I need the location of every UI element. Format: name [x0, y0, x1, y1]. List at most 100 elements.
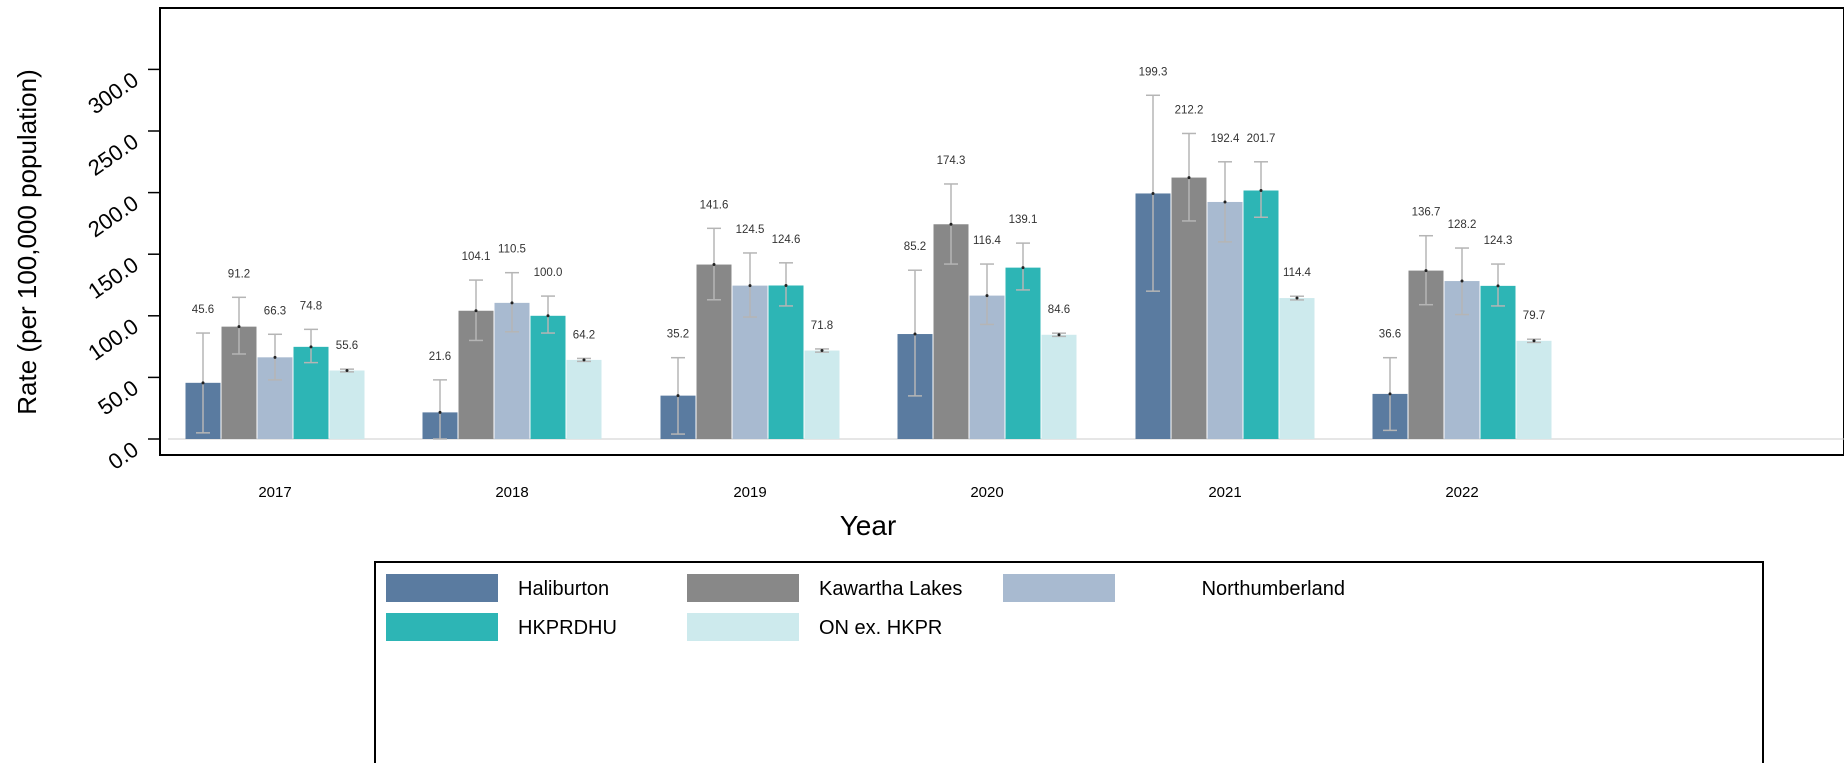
- bar-point: [913, 332, 917, 336]
- legend-item: Kawartha Lakes: [687, 574, 962, 602]
- bar-point: [1532, 339, 1536, 343]
- data-label: 91.2: [228, 268, 250, 280]
- data-label: 36.6: [1379, 329, 1401, 341]
- error-bar: [505, 271, 519, 333]
- data-label: 116.4: [973, 235, 1002, 247]
- bar-point: [1424, 269, 1428, 273]
- legend-item: Northumberland: [1003, 574, 1345, 602]
- legend-swatch: [1003, 574, 1115, 602]
- error-bar: [577, 357, 591, 363]
- x-tick-label: 2017: [258, 484, 291, 501]
- bar: [530, 315, 566, 439]
- error-bar: [1491, 263, 1505, 307]
- error-bar: [779, 262, 793, 307]
- error-bar: [469, 279, 483, 342]
- error-bar: [1016, 242, 1030, 291]
- data-label: 174.3: [937, 155, 966, 167]
- data-label: 199.3: [1139, 66, 1168, 78]
- data-label: 21.6: [429, 351, 451, 363]
- y-tick-label: 300.0: [83, 67, 142, 119]
- error-bar: [1383, 356, 1397, 432]
- legend-item: Haliburton: [386, 574, 609, 602]
- bar-point: [309, 345, 313, 349]
- data-label: 45.6: [192, 304, 214, 316]
- legend-swatch: [386, 574, 498, 602]
- bar-point: [1187, 176, 1191, 180]
- error-bar: [1146, 94, 1160, 292]
- data-label: 128.2: [1448, 219, 1477, 231]
- bar-point: [474, 309, 478, 313]
- data-label: 100.0: [534, 267, 563, 279]
- bar: [329, 370, 365, 439]
- legend-swatch: [687, 613, 799, 641]
- legend-swatch: [386, 613, 498, 641]
- bar: [768, 285, 804, 439]
- data-label: 201.7: [1247, 133, 1276, 145]
- legend-label: ON ex. HKPR: [819, 617, 942, 639]
- error-bar: [1419, 234, 1433, 306]
- legend-label: Northumberland: [1202, 578, 1345, 600]
- error-bar: [268, 333, 282, 381]
- bar-point: [1460, 279, 1464, 283]
- bar-point: [1388, 392, 1392, 396]
- error-bar: [304, 328, 318, 364]
- x-tick-label: 2022: [1445, 484, 1478, 501]
- error-bar: [1455, 247, 1469, 316]
- data-label: 35.2: [667, 329, 689, 341]
- bar-point: [949, 222, 953, 226]
- data-label: 141.6: [700, 199, 729, 211]
- data-labels-layer: 45.6 21.6 35.2 85.2 199.3 36.6 91.2 104.1 141.6 1…: [192, 66, 1545, 363]
- data-label: 124.3: [1484, 235, 1513, 247]
- data-label: 124.5: [736, 224, 765, 236]
- error-bar: [1290, 295, 1304, 301]
- x-tick-label: 2019: [733, 484, 766, 501]
- data-label: 136.7: [1412, 207, 1441, 219]
- error-bar: [340, 368, 354, 373]
- bar-point: [820, 349, 824, 353]
- bar-point: [784, 283, 788, 287]
- error-bar: [232, 296, 246, 355]
- data-label: 114.4: [1283, 267, 1312, 279]
- legend-swatch: [687, 574, 799, 602]
- error-bar: [980, 263, 994, 326]
- bars-layer: [168, 177, 1844, 440]
- bar-point: [1295, 296, 1299, 300]
- plot-frame: [159, 7, 1844, 456]
- error-bar: [1218, 161, 1232, 243]
- bar-point: [438, 410, 442, 414]
- bar: [566, 359, 602, 439]
- bar-point: [712, 263, 716, 267]
- bar: [1005, 267, 1041, 439]
- bar-point: [546, 314, 550, 318]
- bar: [1041, 334, 1077, 439]
- bar-point: [1496, 284, 1500, 288]
- error-bar: [908, 269, 922, 397]
- bar-point: [748, 284, 752, 288]
- x-axis-title: Year: [840, 510, 897, 541]
- data-label: 66.3: [264, 305, 286, 317]
- data-label: 84.6: [1048, 304, 1070, 316]
- y-tick-label: 0.0: [103, 437, 142, 475]
- bar-point: [1151, 191, 1155, 195]
- error-bar: [1254, 161, 1268, 218]
- data-label: 71.8: [811, 320, 833, 332]
- legend-item: HKPRDHU: [386, 613, 617, 641]
- bar-point: [510, 301, 514, 305]
- error-bar: [944, 183, 958, 265]
- error-bar: [1182, 132, 1196, 222]
- error-bar: [1052, 332, 1066, 338]
- data-label: 79.7: [1523, 310, 1545, 322]
- bar-point: [345, 369, 349, 373]
- x-tick-label: 2021: [1208, 484, 1241, 501]
- data-label: 85.2: [904, 241, 926, 253]
- data-label: 104.1: [462, 251, 491, 263]
- legend-label: Kawartha Lakes: [819, 578, 962, 600]
- x-tick-label: 2020: [970, 484, 1003, 501]
- errorbars-layer: [196, 94, 1541, 440]
- bar-point: [985, 294, 989, 298]
- y-tick-label: 50.0: [93, 375, 142, 420]
- legend-label: Haliburton: [518, 578, 609, 600]
- bar: [1516, 340, 1552, 439]
- legend: Haliburton Kawartha Lakes Northumberland HK…: [374, 561, 1764, 763]
- bar: [1279, 298, 1315, 439]
